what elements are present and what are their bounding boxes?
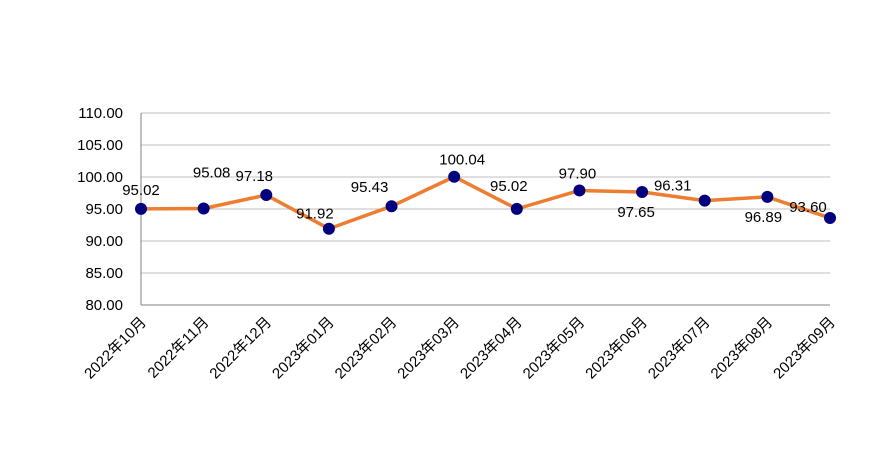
x-tick-label: 2023年08月 — [708, 314, 777, 383]
x-tick-label: 2022年12月 — [206, 314, 275, 383]
data-point — [636, 186, 649, 199]
x-axis-tick-labels: 2022年10月2022年11月2022年12月2023年01月2023年02月… — [81, 314, 839, 383]
y-tick-label: 90.00 — [85, 233, 123, 250]
x-tick-label: 2023年02月 — [332, 314, 401, 383]
data-point — [448, 170, 461, 183]
x-tick-label: 2023年09月 — [770, 314, 839, 383]
x-tick-label: 2023年06月 — [582, 314, 651, 383]
x-tick-label: 2022年11月 — [145, 314, 213, 382]
y-axis-tick-labels: 80.00 85.00 90.00 95.00 100.00 105.00 110.00 — [77, 105, 123, 314]
y-tick-label: 85.00 — [85, 265, 123, 282]
x-tick-label: 2023年03月 — [394, 314, 463, 383]
y-tick-label: 110.00 — [78, 105, 123, 122]
data-point — [197, 202, 210, 215]
data-point — [510, 202, 523, 215]
data-label: 96.89 — [745, 209, 783, 226]
series-line — [140, 174, 831, 231]
x-tick-label: 2023年01月 — [269, 314, 338, 383]
data-label: 95.08 — [193, 164, 231, 181]
x-tick-label: 2023年04月 — [457, 314, 526, 383]
data-point — [322, 222, 335, 235]
data-point — [824, 211, 836, 224]
data-point — [385, 200, 398, 213]
data-point — [135, 202, 147, 215]
x-tick-label: 2023年05月 — [520, 314, 589, 383]
data-point — [761, 190, 774, 203]
data-label: 95.43 — [351, 179, 389, 196]
x-tick-label: 2022年10月 — [81, 314, 150, 383]
data-labels: 95.02 95.08 97.18 91.92 95.43 100.04 95.02 97.9… — [122, 152, 827, 226]
data-label: 97.65 — [617, 204, 655, 221]
data-label: 91.92 — [296, 206, 334, 223]
y-tick-label: 105.00 — [77, 137, 123, 154]
data-label: 96.31 — [654, 178, 692, 195]
data-label: 97.18 — [235, 168, 273, 185]
data-point — [260, 189, 273, 202]
series — [135, 170, 836, 235]
data-label: 100.04 — [439, 152, 485, 169]
x-tick-label: 2023年07月 — [645, 314, 714, 383]
data-label: 97.90 — [559, 165, 597, 182]
gridlines — [141, 112, 830, 274]
y-tick-label: 95.00 — [85, 201, 123, 218]
data-point — [573, 184, 586, 197]
data-point — [698, 194, 711, 207]
y-tick-label: 80.00 — [85, 297, 123, 314]
data-label: 95.02 — [490, 178, 528, 195]
data-label: 95.02 — [122, 182, 160, 199]
y-tick-label: 100.00 — [77, 169, 123, 186]
data-label: 93.60 — [789, 199, 827, 216]
